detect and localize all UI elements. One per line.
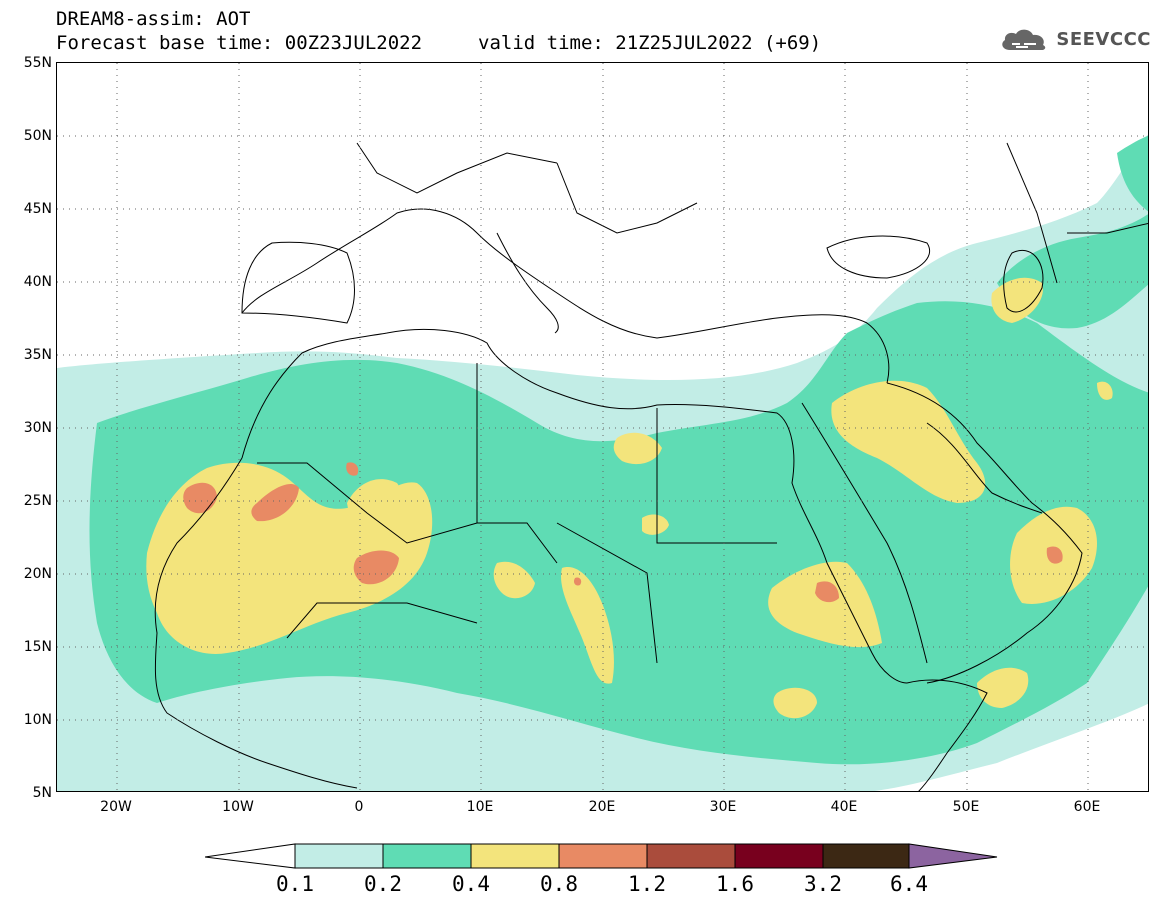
europe-coast — [241, 208, 890, 384]
italy — [496, 232, 559, 334]
lat-label-25n: 25N — [23, 493, 52, 509]
lon-label-30e: 30E — [709, 799, 737, 815]
colorbar — [205, 843, 998, 869]
arabia — [886, 382, 1083, 684]
lon-label-0: 0 — [354, 799, 364, 815]
colorbar-label-1.6: 1.6 — [716, 872, 754, 896]
border-3 — [556, 522, 658, 664]
border-8 — [556, 162, 698, 234]
lon-label-20e: 20E — [588, 799, 616, 815]
logo-text: SEEVCCC — [1056, 28, 1151, 50]
border-10 — [1067, 222, 1148, 234]
border-9 — [1006, 142, 1058, 284]
colorbar-swatch-0.8 — [558, 843, 648, 869]
colorbar-label-1.2: 1.2 — [628, 872, 666, 896]
colorbar-swatch-0.4 — [470, 843, 560, 869]
colorbar-swatch-0.2 — [382, 843, 472, 869]
valid-time-label: valid time: 21Z25JUL2022 (+69) — [478, 32, 822, 54]
lon-label-40e: 40E — [830, 799, 858, 815]
lat-label-15n: 15N — [23, 639, 52, 655]
lon-label-50e: 50E — [952, 799, 980, 815]
colorbar-label-6.4: 6.4 — [890, 872, 928, 896]
border-5 — [286, 602, 478, 639]
border-7 — [356, 142, 558, 194]
map-title: DREAM8-assim: AOT — [56, 8, 251, 30]
red-sea-east — [801, 402, 928, 664]
map-panel — [56, 62, 1149, 792]
colorbar-label-0.8: 0.8 — [540, 872, 578, 896]
aot-map — [57, 63, 1148, 791]
caspian — [1003, 250, 1044, 313]
north-africa-coast — [241, 328, 908, 684]
colorbar-left-arrow — [205, 843, 296, 869]
lat-label-5n: 5N — [32, 785, 52, 801]
lat-label-45n: 45N — [23, 201, 52, 217]
black-sea — [826, 235, 930, 279]
lat-label-20n: 20N — [23, 566, 52, 582]
graticule — [57, 63, 1148, 791]
horn-africa — [906, 679, 988, 791]
west-africa-coast — [154, 457, 358, 789]
colorbar-swatch-0.1 — [294, 843, 384, 869]
colorbar-label-0.2: 0.2 — [364, 872, 402, 896]
colorbar-right-arrow — [908, 843, 998, 869]
base-time-label: Forecast base time: 00Z23JUL2022 — [56, 32, 423, 54]
lon-label-60e: 60E — [1073, 799, 1101, 815]
cloud-icon — [1002, 29, 1046, 50]
lat-label-10n: 10N — [23, 712, 52, 728]
border-1 — [257, 462, 558, 564]
aot-band-0.8 — [183, 462, 1063, 603]
iberia — [241, 241, 355, 324]
lon-label-10e: 10E — [466, 799, 494, 815]
persian-gulf — [926, 422, 1043, 514]
colorbar-label-0.4: 0.4 — [452, 872, 490, 896]
lon-label-20w: 20W — [100, 799, 132, 815]
lat-label-50n: 50N — [23, 128, 52, 144]
lat-label-35n: 35N — [23, 347, 52, 363]
colorbar-label-3.2: 3.2 — [804, 872, 842, 896]
aot-band-0.4 — [146, 277, 1113, 719]
colorbar-swatch-1.2 — [646, 843, 736, 869]
lon-label-10w: 10W — [222, 799, 254, 815]
seevccc-logo: SEEVCCC — [998, 26, 1151, 52]
colorbar-swatch-3.2 — [822, 843, 910, 869]
lat-label-55n: 55N — [23, 55, 52, 71]
colorbar-label-0.1: 0.1 — [276, 872, 314, 896]
colorbar-swatch-1.6 — [734, 843, 824, 869]
coastlines-borders — [154, 142, 1148, 791]
lat-label-30n: 30N — [23, 420, 52, 436]
lat-label-40n: 40N — [23, 274, 52, 290]
